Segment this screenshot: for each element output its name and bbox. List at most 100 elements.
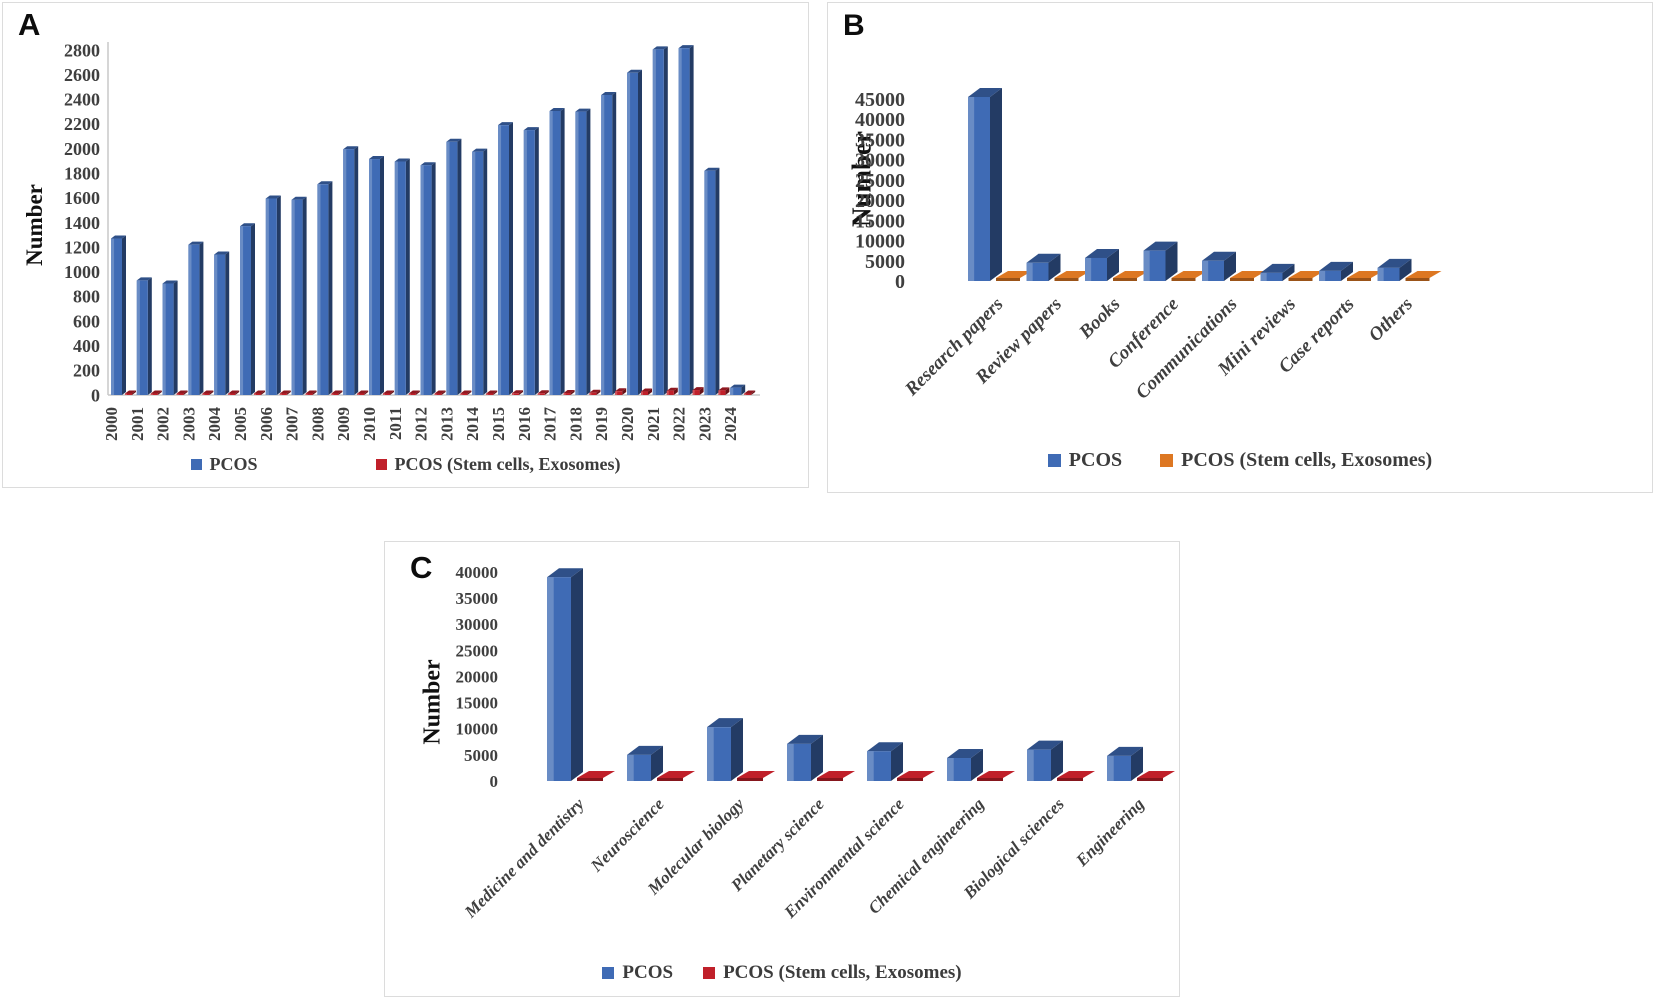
x-category-label: 2013 [437, 407, 456, 441]
y-tick-label: 2400 [64, 90, 100, 110]
legend-item: PCOS (Stem cells, Exosomes) [703, 962, 962, 984]
bar-pcos-4 [867, 742, 903, 781]
legend-label: PCOS (Stem cells, Exosomes) [1181, 449, 1433, 471]
legend-marker-square [1047, 454, 1061, 467]
y-tick-label: 0 [490, 772, 499, 791]
bar-exo-21 [666, 387, 678, 395]
bar-exo-7 [1405, 271, 1442, 281]
bar-exo-8 [331, 390, 343, 395]
x-category-label: 2011 [386, 407, 405, 440]
y-tick-label: 20000 [456, 667, 499, 686]
bar-pcos-3 [188, 241, 204, 395]
y-tick-label: 15000 [855, 210, 905, 232]
panel-b-legend: PCOS PCOS (Stem cells, Exosomes) [828, 449, 1652, 472]
bar-exo-4 [228, 390, 240, 395]
legend-marker-square [375, 459, 387, 470]
bar-exo-3 [202, 390, 214, 395]
legend-item: PCOS [190, 454, 258, 475]
bar-pcos-9 [343, 146, 359, 395]
x-category-label: 2002 [154, 407, 173, 441]
bar-pcos-24 [730, 384, 746, 395]
bar-exo-1 [150, 390, 162, 395]
legend-label: PCOS (Stem cells, Exosomes) [723, 962, 962, 983]
y-tick-label: 400 [73, 336, 100, 356]
panel-a-label: A [18, 7, 41, 42]
y-tick-label: 15000 [456, 694, 499, 713]
legend-label: PCOS [1068, 449, 1123, 471]
bar-pcos-6 [1319, 261, 1353, 281]
y-tick-label: 600 [73, 311, 100, 331]
bar-pcos-12 [420, 162, 436, 395]
legend-item: PCOS [602, 962, 673, 984]
bar-exo-4 [897, 771, 935, 781]
bar-pcos-1 [136, 277, 152, 395]
y-tick-label: 5000 [865, 251, 905, 273]
x-category-label: 2019 [592, 407, 611, 441]
bar-pcos-11 [394, 158, 410, 395]
x-category-label: 2010 [360, 407, 379, 441]
y-tick-label: 25000 [456, 641, 499, 660]
bar-pcos-8 [317, 181, 333, 395]
legend-label: PCOS (Stem cells, Exosomes) [394, 454, 621, 474]
bar-pcos-0 [968, 87, 1002, 281]
x-category-label: 2009 [334, 407, 353, 441]
bar-pcos-19 [601, 91, 617, 396]
x-category-label: 2017 [541, 407, 560, 442]
x-category-label: 2023 [695, 407, 714, 441]
y-tick-label: 800 [73, 287, 100, 307]
bar-pcos-16 [523, 127, 539, 395]
x-category-label: 2018 [566, 407, 585, 441]
panel-a: A Number 0 200 400 600 800 1000 1200 1400 1600 18… [2, 2, 809, 488]
bar-exo-16 [537, 390, 549, 395]
bar-exo-5 [1288, 271, 1325, 281]
y-tick-label: 2600 [64, 65, 100, 85]
panel-a-legend: PCOS PCOS (Stem cells, Exosomes) [3, 454, 808, 475]
y-tick-label: 2200 [64, 114, 100, 134]
bar-pcos-1 [627, 745, 663, 781]
bar-pcos-0 [111, 235, 126, 395]
bar-exo-19 [615, 388, 627, 395]
bar-pcos-3 [787, 734, 823, 781]
bar-pcos-3 [1143, 241, 1178, 281]
y-tick-label: 0 [895, 271, 905, 293]
bar-pcos-10 [369, 156, 384, 395]
panel-a-chart: 0 200 400 600 800 1000 1200 1400 1600 1800 2000 220… [64, 40, 760, 442]
bar-pcos-14 [472, 148, 488, 395]
bar-pcos-21 [652, 46, 668, 395]
x-category-label: Medicine and dentistry [460, 794, 588, 922]
bar-exo-0 [577, 771, 615, 781]
x-category-label: 2024 [721, 407, 740, 442]
y-tick-label: 1200 [64, 237, 100, 257]
y-tick-label: 0 [91, 385, 100, 405]
bar-pcos-20 [627, 69, 642, 395]
bar-exo-15 [512, 390, 523, 395]
bar-pcos-0 [547, 568, 583, 781]
bar-pcos-7 [1107, 746, 1143, 781]
bar-exo-2 [737, 771, 775, 781]
panel-b-chart: 0500010000150002000025000300003500040000… [855, 87, 1442, 404]
bar-pcos-4 [1202, 251, 1236, 281]
panel-c-legend: PCOS PCOS (Stem cells, Exosomes) [385, 962, 1179, 984]
bar-exo-12 [434, 390, 446, 395]
legend-item: PCOS (Stem cells, Exosomes) [1160, 449, 1432, 472]
x-category-label: 2014 [463, 407, 482, 442]
bar-exo-11 [408, 390, 420, 395]
bar-exo-9 [357, 390, 369, 395]
bar-pcos-23 [704, 167, 720, 395]
bar-exo-1 [657, 771, 695, 781]
y-tick-label: 30000 [456, 615, 499, 634]
bar-exo-5 [977, 771, 1015, 781]
legend-marker-square [602, 967, 615, 979]
y-tick-label: 200 [73, 361, 100, 381]
x-category-label: Books [1075, 294, 1125, 344]
panel-b: B Number 0 5000 10000 15000 20000 25000 30000 3… [827, 2, 1653, 493]
bar-exo-2 [1113, 271, 1149, 281]
bar-exo-7 [1137, 771, 1175, 781]
legend-marker-square [703, 967, 716, 979]
y-tick-label: 1800 [64, 164, 100, 184]
x-category-label: Communications [1132, 294, 1242, 404]
x-category-label: Neuroscience [586, 794, 668, 876]
y-tick-label: 2000 [64, 139, 100, 159]
bar-exo-13 [460, 390, 472, 395]
legend-item: PCOS (Stem cells, Exosomes) [375, 454, 621, 475]
